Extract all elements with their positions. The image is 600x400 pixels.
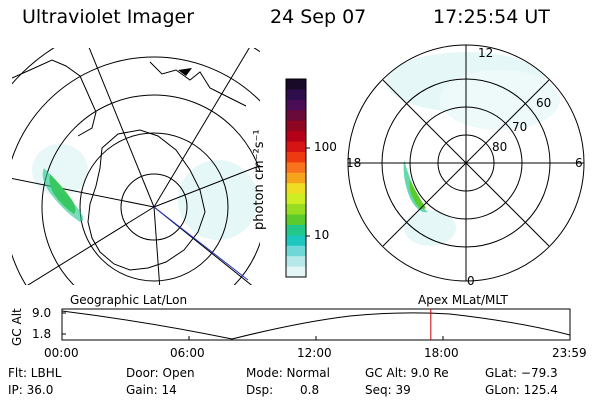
mag-faint-emission [404, 210, 456, 246]
colorbar-band [286, 214, 306, 226]
timeline-axis-label: GC Alt [10, 308, 24, 346]
geo-meridian [153, 206, 161, 285]
mlt-label-6: 6 [575, 156, 583, 170]
geo-latitude-circle [120, 173, 188, 241]
mag-aurora-bright [409, 180, 426, 209]
colorbar-band [286, 131, 306, 143]
geo-aurora [42, 168, 84, 222]
filter-status: Flt: LBHL [8, 366, 62, 380]
dsp-value: 0.8 [300, 383, 320, 397]
glon-status: GLon: 125.4 [485, 383, 558, 397]
colorbar-band [286, 89, 306, 101]
mlt-label-12: 12 [478, 46, 494, 60]
colorbar-band [286, 256, 306, 268]
colorbar-band [286, 193, 306, 205]
geo-latitude-circle [41, 94, 260, 285]
geo-latitude-circle [79, 132, 229, 282]
gain-status: Gain: 14 [126, 383, 177, 397]
geo-meridian [88, 48, 155, 208]
geo-midnight-meridian [153, 206, 249, 281]
colorbar-band [286, 204, 306, 216]
ip-status: IP: 36.0 [8, 383, 54, 397]
colorbar-tick-label-100: 100 [314, 140, 337, 154]
dsp-label: Dsp: [246, 383, 274, 397]
geo-panel-label: Geographic Lat/Lon [70, 293, 188, 307]
mlat-label-60: 60 [536, 96, 552, 110]
colorbar-band [286, 99, 306, 111]
colorbar-band [286, 266, 306, 278]
geo-latitude-circle [12, 56, 260, 285]
colorbar-frame [285, 78, 307, 278]
colorbar [285, 78, 310, 278]
colorbar-band [286, 183, 306, 195]
colorbar-band [286, 141, 306, 153]
colorbar-tick-label-10: 10 [314, 228, 330, 242]
colorbar-unit-label: photon cm⁻²s⁻¹ [252, 129, 267, 230]
mlt-label-18: 18 [346, 156, 362, 170]
timeline-y-tick-label: 1.8 [32, 327, 52, 341]
antarctica-coastline [87, 129, 206, 271]
magnetic-panel [347, 44, 585, 282]
timeline-x-tick-label: 18:00 [424, 346, 459, 360]
island-outline [178, 68, 192, 76]
instrument-title: Ultraviolet Imager [22, 6, 195, 28]
timeline-frame [61, 308, 571, 341]
geo-faint-emission [178, 160, 258, 240]
mag-diagonal-line [382, 79, 550, 247]
mode-status: Mode: Normal [246, 366, 330, 380]
door-status: Door: Open [126, 366, 195, 380]
timeline-x-tick-label: 12:00 [297, 346, 332, 360]
date-label: 24 Sep 07 [270, 6, 367, 28]
mlt-label-0: 0 [467, 274, 475, 288]
mag-panel-label: Apex MLat/MLT [418, 293, 508, 307]
colorbar-band [286, 245, 306, 257]
glat-status: GLat: −79.3 [485, 366, 558, 380]
colorbar-band [286, 224, 306, 236]
colorbar-band [286, 79, 306, 91]
sequence-status: Seq: 39 [365, 383, 411, 397]
timeline-y-tick-label: 9.0 [32, 306, 52, 320]
mlat-label-80: 80 [492, 140, 508, 154]
mlat-label-70: 70 [512, 120, 528, 134]
colorbar-band [286, 235, 306, 247]
gc-alt-status: GC Alt: 9.0 Re [365, 366, 449, 380]
gc-alt-curve [61, 310, 571, 340]
colorbar-band [286, 162, 306, 174]
timeline-x-tick-label: 00:00 [44, 346, 79, 360]
time-label: 17:25:54 UT [433, 6, 550, 28]
colorbar-band [286, 110, 306, 122]
timeline-x-tick-label: 23:59 [552, 346, 587, 360]
geo-meridian [27, 206, 155, 285]
colorbar-band [286, 172, 306, 184]
colorbar-band [286, 151, 306, 163]
colorbar-band [286, 120, 306, 132]
gc-alt-timeline [61, 308, 571, 341]
mag-faint-emission [440, 70, 560, 130]
geo-meridian [153, 48, 250, 208]
geo-meridian [153, 165, 260, 208]
timeline-x-tick-label: 06:00 [170, 346, 205, 360]
